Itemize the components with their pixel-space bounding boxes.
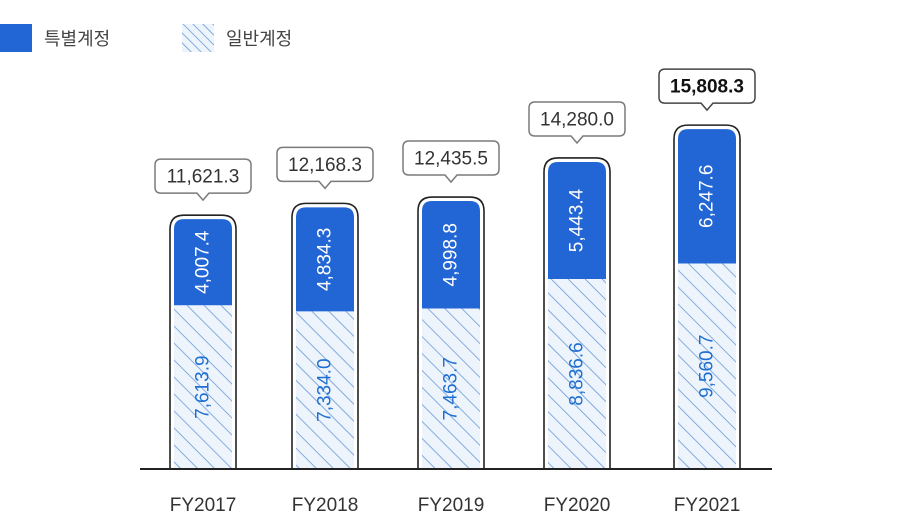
x-tick-label: FY2021	[674, 495, 741, 516]
x-axis-labels: FY2017 FY2018 FY2019 FY2020 FY2021	[170, 495, 741, 516]
x-tick-label: FY2018	[292, 495, 359, 516]
legend-label-special: 특별계정	[44, 29, 110, 50]
bar-segment-general	[678, 263, 736, 469]
total-callout-box	[276, 146, 374, 190]
data-label-general: 8,836.6	[567, 342, 588, 405]
bar-group-fy2018: 4,834.3 7,334.0 12,168.3	[276, 146, 374, 470]
total-callout: 12,168.3	[276, 146, 374, 190]
total-label: 14,280.0	[540, 109, 614, 130]
bar-segment-general	[422, 308, 480, 469]
total-callout: 12,435.5	[402, 140, 500, 184]
bar-group-fy2020: 5,443.4 8,836.6 14,280.0	[528, 101, 626, 470]
total-label: 11,621.3	[167, 167, 240, 188]
bar-group-fy2021: 6,247.6 9,560.7 15,808.3	[658, 68, 756, 470]
total-callout: 15,808.3	[658, 68, 756, 112]
data-label-general: 7,463.7	[441, 357, 462, 420]
x-tick-label: FY2017	[170, 495, 237, 516]
total-callout: 14,280.0	[528, 101, 626, 145]
data-label-special: 5,443.4	[567, 188, 588, 252]
total-callout-box	[402, 140, 500, 184]
legend-swatch-special	[0, 24, 32, 52]
x-tick-label: FY2020	[544, 495, 611, 516]
data-label-special: 4,998.8	[441, 223, 462, 286]
data-label-special: 6,247.6	[697, 165, 718, 228]
data-label-special: 4,834.3	[315, 228, 336, 291]
bar-segment-general	[174, 305, 232, 469]
bar-group-fy2019: 4,998.8 7,463.7 12,435.5	[402, 140, 500, 470]
legend: 특별계정 일반계정	[0, 24, 292, 52]
total-label: 12,435.5	[414, 149, 488, 170]
bar-segment-special	[548, 161, 606, 280]
total-callout-box	[528, 101, 626, 145]
data-label-general: 7,334.0	[315, 358, 336, 421]
total-callout-box	[154, 158, 252, 202]
legend-label-general: 일반계정	[226, 29, 292, 50]
data-label-general: 9,560.7	[697, 335, 718, 398]
data-label-general: 7,613.9	[193, 355, 214, 418]
legend-swatch-general	[182, 24, 214, 52]
total-callout: 11,621.3	[154, 158, 252, 202]
bar-group-fy2017: 4,007.4 7,613.9 11,621.3	[154, 158, 252, 470]
bar-segment-special	[422, 201, 480, 309]
total-callout-box	[658, 68, 756, 112]
bar-segment-special	[296, 207, 354, 312]
total-label: 12,168.3	[288, 155, 362, 176]
bar-segment-special	[174, 219, 232, 306]
bar-segment-special	[678, 129, 736, 264]
bars-group: 4,007.4 7,613.9 11,621.3 4,834.3 7,334.0 12,1…	[154, 68, 756, 470]
total-label: 15,808.3	[670, 77, 744, 98]
bar-segment-general	[296, 311, 354, 469]
data-label-special: 4,007.4	[193, 230, 214, 294]
bar-segment-general	[548, 279, 606, 469]
x-tick-label: FY2019	[418, 495, 485, 516]
